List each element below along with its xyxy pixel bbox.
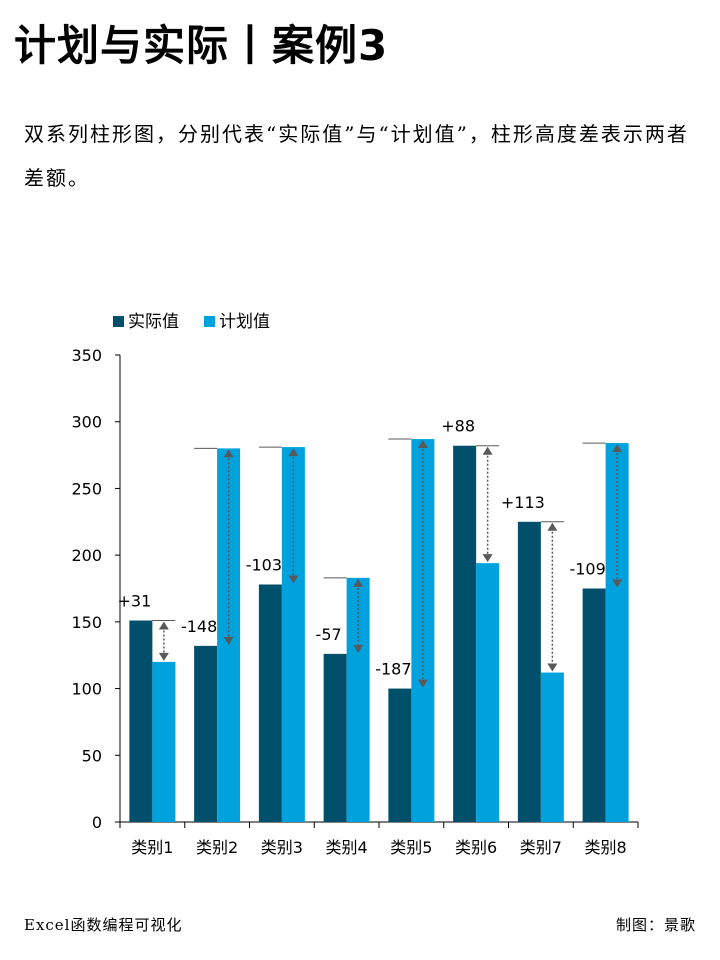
chart-description: 双系列柱形图，分别代表“实际值”与“计划值”，柱形高度差表示两者差额。 xyxy=(24,122,689,190)
difference-arrow-head xyxy=(547,522,558,531)
bar-plan xyxy=(540,672,564,822)
y-tick-label: 200 xyxy=(71,546,102,565)
difference-label: +88 xyxy=(441,417,475,436)
bar-actual xyxy=(258,584,282,822)
legend-label-plan: 计划值 xyxy=(219,312,270,332)
difference-arrow-head xyxy=(288,448,299,457)
x-tick-label: 类别8 xyxy=(585,838,627,857)
difference-arrow-head xyxy=(482,554,493,563)
x-tick-label: 类别7 xyxy=(520,838,562,857)
y-tick-label: 100 xyxy=(71,680,102,699)
difference-label: -57 xyxy=(316,625,342,644)
bar-plan xyxy=(281,447,305,822)
x-tick-label: 类别5 xyxy=(390,838,432,857)
bar-actual xyxy=(194,645,218,822)
difference-arrow-head xyxy=(612,579,623,588)
page-title: 计划与实际丨案例3 xyxy=(14,21,389,70)
difference-label: +113 xyxy=(501,493,545,512)
difference-arrow-head xyxy=(482,446,493,455)
bar-actual xyxy=(517,521,541,822)
y-tick-label: 150 xyxy=(71,613,102,632)
difference-arrow-head xyxy=(417,679,428,688)
y-tick-label: 0 xyxy=(92,813,102,832)
difference-label: -187 xyxy=(375,660,411,679)
difference-arrow-head xyxy=(547,663,558,672)
x-tick-label: 类别1 xyxy=(131,838,173,857)
difference-arrow-head xyxy=(353,644,364,653)
difference-label: +31 xyxy=(117,592,151,611)
difference-label: -103 xyxy=(246,555,282,574)
legend-swatch-plan xyxy=(204,316,215,327)
difference-arrow-head xyxy=(158,652,169,661)
footer-author: 制图：景歌 xyxy=(615,916,696,934)
difference-label: -109 xyxy=(569,560,605,579)
difference-arrow-head xyxy=(223,449,234,458)
difference-arrow-head xyxy=(158,621,169,630)
difference-arrow-head xyxy=(612,444,623,453)
difference-arrow-head xyxy=(288,575,299,584)
bar-actual xyxy=(129,620,153,822)
y-tick-label: 50 xyxy=(82,746,102,765)
bar-actual xyxy=(453,445,477,822)
bar-actual xyxy=(323,653,347,822)
legend-label-actual: 实际值 xyxy=(128,312,179,332)
bar-chart: 实际值 计划值 0 50 100 150 200 250 300 350 +31 类别1 -148 类别2… xyxy=(71,312,639,857)
y-tick-label: 250 xyxy=(71,479,102,498)
bar-plan xyxy=(476,563,500,822)
x-tick-label: 类别4 xyxy=(326,838,368,857)
y-tick-label: 350 xyxy=(71,346,102,365)
x-tick-label: 类别2 xyxy=(196,838,238,857)
difference-label: -148 xyxy=(181,617,217,636)
x-tick-label: 类别3 xyxy=(261,838,303,857)
legend-swatch-actual xyxy=(113,316,124,327)
difference-arrow-head xyxy=(223,636,234,645)
difference-arrow-head xyxy=(353,578,364,587)
bar-plan xyxy=(152,661,176,822)
y-tick-label: 300 xyxy=(71,413,102,432)
difference-arrow-head xyxy=(417,440,428,449)
bar-plan xyxy=(346,577,370,822)
bar-actual xyxy=(582,588,606,822)
bar-plan xyxy=(605,443,629,822)
bar-actual xyxy=(388,688,412,822)
footer-brand: Excel函数编程可视化 xyxy=(24,916,183,934)
x-tick-label: 类别6 xyxy=(455,838,497,857)
